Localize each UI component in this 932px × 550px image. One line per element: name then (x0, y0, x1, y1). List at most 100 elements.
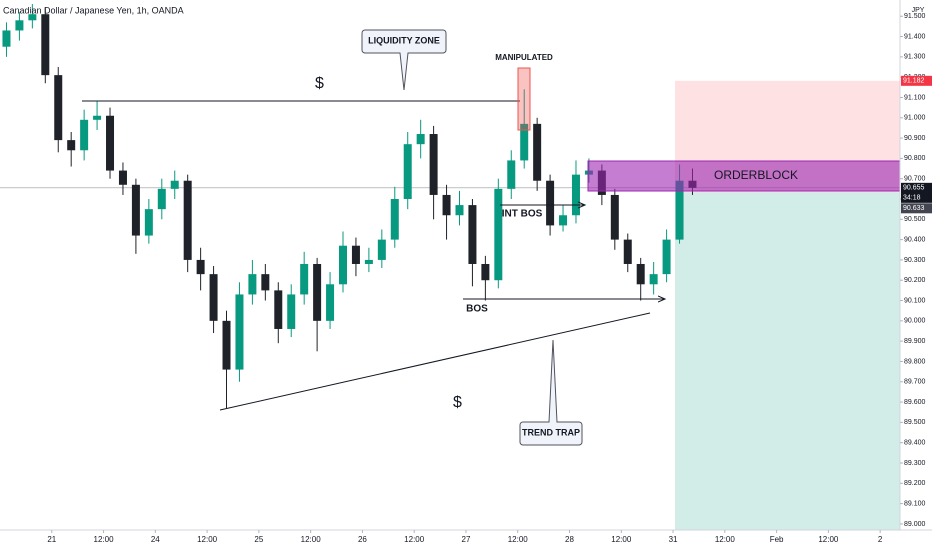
y-tick-label: 91.300 (904, 54, 926, 61)
y-tick-label: 90.000 (904, 318, 926, 325)
candle-body (571, 174, 580, 216)
candle-body (54, 75, 63, 141)
candle-body (481, 263, 490, 281)
candle-body (118, 170, 127, 185)
x-tick-label: 12:00 (611, 535, 632, 544)
candle-body (636, 263, 645, 285)
candle-body (675, 180, 684, 240)
candle-body (183, 180, 192, 260)
stop-price-label-bg (901, 75, 932, 86)
dollar-label: $ (453, 394, 462, 411)
candle-body (623, 239, 632, 264)
candle-body (416, 134, 425, 145)
candle-body (351, 245, 360, 264)
y-tick-label: 91.000 (904, 115, 926, 122)
candle-body (300, 263, 309, 295)
orderblock-box (587, 160, 901, 192)
candle-body (28, 14, 37, 21)
candle-body (468, 205, 477, 264)
candle-body (131, 184, 140, 236)
y-tick-label: 89.800 (904, 358, 926, 365)
candle-body (546, 180, 555, 226)
y-tick-label: 89.000 (904, 521, 926, 528)
candle-body (403, 144, 412, 200)
y-tick-label: 91.500 (904, 13, 926, 20)
x-tick-label: 28 (565, 535, 574, 544)
x-tick-label: 12:00 (818, 535, 839, 544)
candle-body (106, 115, 115, 171)
candle-body (610, 194, 619, 240)
candle-body (507, 160, 516, 189)
currency-label: JPY (912, 7, 925, 14)
y-tick-label: 90.900 (904, 135, 926, 142)
callout (361, 29, 447, 91)
candle-body (520, 123, 529, 161)
chart-title: Canadian Dollar / Japanese Yen, 1h, OAND… (3, 5, 184, 15)
x-tick-label: 12:00 (197, 535, 218, 544)
y-tick-label: 89.300 (904, 460, 926, 467)
x-tick-label: 12:00 (715, 535, 736, 544)
x-tick-label: 12:00 (94, 535, 115, 544)
candle-body (559, 215, 568, 226)
trend-line (219, 312, 651, 411)
callout-text: LIQUIDITY ZONE (368, 35, 440, 45)
y-tick-label: 90.200 (904, 277, 926, 284)
int-bos-label: INT BOS (502, 209, 543, 220)
candle-body (326, 284, 335, 321)
candle-body (429, 134, 438, 195)
candle-body (261, 274, 270, 291)
x-tick-label: 12:00 (301, 535, 322, 544)
candle-body (662, 239, 671, 275)
entry-price-label-bg (901, 203, 932, 214)
candle-body (287, 294, 296, 329)
candle-body (313, 263, 322, 321)
bos-label: BOS (466, 304, 488, 315)
y-tick-label: 89.400 (904, 440, 926, 447)
x-tick-label: 24 (151, 535, 160, 544)
last-price-label: 90.655 (903, 185, 925, 192)
candle-body (494, 188, 503, 281)
candle-body (248, 274, 257, 295)
y-tick-label: 89.700 (904, 379, 926, 386)
x-tick-label: 26 (358, 535, 367, 544)
price-axis-bg (900, 0, 932, 550)
x-tick-label: 2 (878, 535, 883, 544)
candle-body (170, 180, 179, 189)
y-tick-label: 90.100 (904, 297, 926, 304)
x-tick-label: 27 (462, 535, 471, 544)
candle-body (390, 199, 399, 240)
y-tick-label: 91.400 (904, 33, 926, 40)
y-tick-label: 89.500 (904, 419, 926, 426)
y-tick-label: 89.100 (904, 500, 926, 507)
dollar-label: $ (315, 75, 324, 92)
candle-body (377, 239, 386, 260)
y-tick-label: 90.500 (904, 216, 926, 223)
candle-body (15, 20, 24, 31)
candle-body (67, 140, 76, 151)
x-tick-label: 31 (669, 535, 678, 544)
y-tick-label: 90.400 (904, 236, 926, 243)
candle-body (157, 188, 166, 210)
candle-body (235, 294, 244, 370)
x-tick-label: 12:00 (404, 535, 425, 544)
y-tick-label: 90.700 (904, 176, 926, 183)
candle-body (442, 194, 451, 216)
candle-body (222, 320, 231, 370)
candle-body (533, 123, 542, 181)
candle-body (93, 115, 102, 120)
x-tick-label: Feb (770, 535, 784, 544)
candle-body (80, 119, 89, 151)
x-tick-label: 12:00 (508, 535, 529, 544)
manipulated-label: MANIPULATED (495, 53, 553, 62)
orderblock-label: ORDERBLOCK (714, 168, 798, 182)
callout (519, 339, 583, 446)
x-tick-label: 21 (47, 535, 56, 544)
entry-price-label: 90.633 (903, 205, 925, 212)
y-tick-label: 89.600 (904, 399, 926, 406)
candle-body (196, 259, 205, 275)
y-tick-label: 89.200 (904, 480, 926, 487)
target-zone (675, 192, 900, 531)
candle-body (2, 30, 11, 47)
